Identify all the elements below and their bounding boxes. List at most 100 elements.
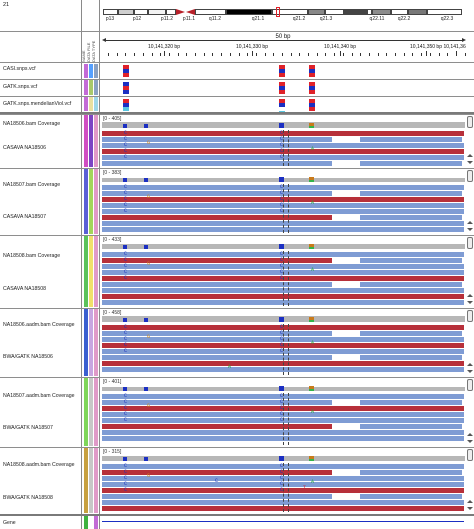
aligned-read[interactable]	[360, 355, 462, 360]
attribute-cell[interactable]	[89, 236, 93, 307]
track-name-coverage-3[interactable]: NA18508.bam Coverage	[3, 253, 61, 259]
scroll-up-icon[interactable]	[467, 221, 473, 224]
ideogram-band[interactable]	[391, 9, 408, 15]
attribute-cell[interactable]	[84, 115, 88, 167]
scroll-down-icon[interactable]	[467, 301, 473, 304]
attribute-cell[interactable]	[84, 378, 88, 446]
variant-call[interactable]	[279, 65, 285, 69]
track-name-coverage-6[interactable]: NA18508.aadm.bam Coverage	[3, 462, 75, 468]
aligned-read[interactable]	[102, 355, 332, 360]
aligned-read[interactable]	[360, 400, 462, 405]
track-name-vcf-casi[interactable]: CASI.snps.vcf	[3, 66, 36, 72]
variant-call[interactable]	[123, 90, 129, 94]
ideogram-band[interactable]	[325, 9, 344, 15]
aligned-read[interactable]	[360, 470, 462, 475]
ideogram-band[interactable]	[148, 9, 166, 15]
scroll-thumb[interactable]	[467, 379, 473, 391]
attribute-cell[interactable]	[94, 169, 98, 234]
attribute-cell[interactable]	[94, 80, 98, 95]
variant-call[interactable]	[279, 99, 285, 103]
variant-call[interactable]	[279, 90, 285, 94]
track-name-alignments-4[interactable]: BWA/GATK NA18506	[3, 354, 53, 360]
ideogram-band[interactable]	[166, 9, 176, 15]
ideogram-band[interactable]	[226, 9, 272, 15]
variant-call[interactable]	[309, 90, 315, 94]
ideogram-band[interactable]	[427, 9, 462, 15]
attribute-cell[interactable]	[84, 169, 88, 234]
variant-call[interactable]	[309, 99, 315, 103]
track-name-alignments-6[interactable]: BWA/GATK NA18508	[3, 495, 53, 501]
track-name-vcf-gatk[interactable]: GATK.snps.vcf	[3, 84, 38, 90]
variant-call[interactable]	[279, 69, 285, 73]
attribute-cell[interactable]	[89, 169, 93, 234]
track-name-vcf-mendelian[interactable]: GATK.snps.mendelianViol.vcf	[3, 101, 72, 107]
ideogram-band[interactable]	[118, 9, 134, 15]
variant-call[interactable]	[123, 73, 129, 77]
scroll-up-icon[interactable]	[467, 294, 473, 297]
variant-call[interactable]	[309, 82, 315, 86]
attribute-cell[interactable]	[89, 80, 93, 95]
variant-call[interactable]	[123, 69, 129, 73]
aligned-read[interactable]	[360, 258, 462, 263]
track-name-alignments-3[interactable]: CASAVA NA18508	[3, 286, 47, 292]
track-name-alignments-2[interactable]: CASAVA NA18507	[3, 214, 47, 220]
variant-call[interactable]	[123, 103, 129, 107]
scroll-thumb[interactable]	[467, 170, 473, 182]
aligned-read[interactable]	[102, 137, 332, 142]
aligned-read[interactable]	[360, 191, 462, 196]
attribute-cell[interactable]	[89, 378, 93, 446]
aligned-read[interactable]	[102, 424, 332, 429]
aligned-read[interactable]	[102, 215, 332, 220]
aligned-read[interactable]	[360, 494, 462, 499]
attribute-cell[interactable]	[94, 448, 98, 513]
track-name-coverage-2[interactable]: NA18507.bam Coverage	[3, 182, 61, 188]
attribute-cell[interactable]	[84, 97, 88, 111]
variant-call[interactable]	[123, 99, 129, 103]
scroll-thumb[interactable]	[467, 116, 473, 128]
attribute-cell[interactable]	[89, 309, 93, 376]
aligned-read[interactable]	[360, 331, 462, 336]
attribute-cell[interactable]	[84, 309, 88, 376]
aligned-read[interactable]	[102, 494, 332, 499]
attribute-cell[interactable]	[89, 97, 93, 111]
aligned-read[interactable]	[360, 424, 462, 429]
ideogram-band[interactable]	[308, 9, 325, 15]
variant-call[interactable]	[123, 82, 129, 86]
aligned-read[interactable]	[102, 331, 332, 336]
track-name-gene[interactable]: Gene	[3, 520, 16, 526]
scroll-up-icon[interactable]	[467, 500, 473, 503]
scroll-down-icon[interactable]	[467, 228, 473, 231]
track-name-coverage-4[interactable]: NA18506.aadm.bam Coverage	[3, 322, 75, 328]
attribute-cell[interactable]	[84, 448, 88, 513]
scroll-down-icon[interactable]	[467, 507, 473, 510]
aligned-read[interactable]	[360, 137, 462, 142]
variant-call[interactable]	[309, 107, 315, 111]
scroll-up-icon[interactable]	[467, 433, 473, 436]
aligned-read[interactable]	[102, 258, 332, 263]
ideogram-band[interactable]	[367, 9, 372, 15]
ideogram-band[interactable]	[103, 9, 118, 15]
attribute-cell[interactable]	[89, 64, 93, 78]
attribute-cell[interactable]	[94, 115, 98, 167]
scroll-thumb[interactable]	[467, 237, 473, 249]
attr-header-data-type[interactable]: DATA TYPE	[91, 40, 96, 62]
variant-call[interactable]	[279, 82, 285, 86]
scroll-up-icon[interactable]	[467, 363, 473, 366]
scroll-down-icon[interactable]	[467, 161, 473, 164]
attribute-cell[interactable]	[94, 64, 98, 78]
attribute-cell[interactable]	[84, 80, 88, 95]
variant-call[interactable]	[309, 103, 315, 107]
variant-call[interactable]	[309, 73, 315, 77]
ideogram-band[interactable]	[134, 9, 148, 15]
variant-call[interactable]	[123, 65, 129, 69]
variant-call[interactable]	[279, 103, 285, 107]
aligned-read[interactable]	[360, 215, 462, 220]
variant-call[interactable]	[309, 65, 315, 69]
ideogram-band[interactable]	[372, 9, 391, 15]
attribute-cell[interactable]	[84, 515, 88, 529]
scroll-thumb[interactable]	[467, 449, 473, 461]
variant-call[interactable]	[123, 86, 129, 90]
track-name-alignments-5[interactable]: BWA/GATK NA18507	[3, 425, 53, 431]
attribute-cell[interactable]	[84, 64, 88, 78]
ideogram-band[interactable]	[195, 9, 226, 15]
